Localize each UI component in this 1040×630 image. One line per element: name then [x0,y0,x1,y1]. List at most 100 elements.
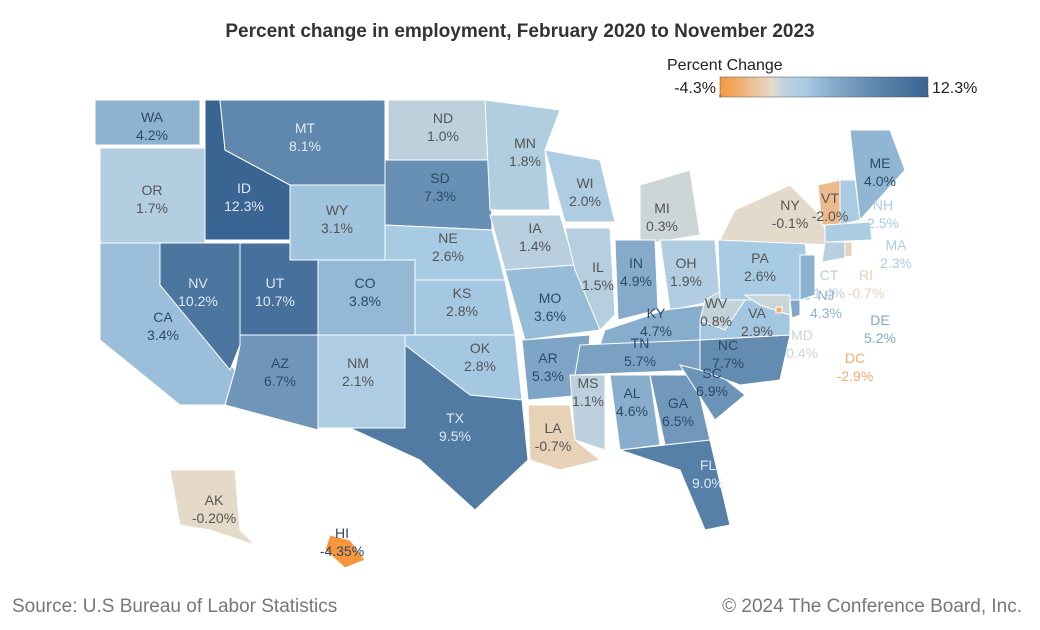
state-value-label: -0.7% [535,438,572,454]
state-value-label: 2.6% [744,268,776,284]
state-value-label: 10.2% [178,293,218,309]
state-value-label: 2.6% [432,248,464,264]
state-name: DE [870,312,889,328]
state-name: SC [702,365,721,381]
state-value-label: 1.4% [813,285,845,301]
state-value-label: 7.3% [424,188,456,204]
state-value-label: -0.20% [192,510,236,526]
source: Source: U.S Bureau of Labor Statistics [12,596,337,617]
state-name: OH [676,255,697,271]
legend-tick-label: -4.3% [674,80,716,97]
state-value-label: 1.8% [509,153,541,169]
state [564,227,616,331]
state [544,149,616,223]
state-name: IL [592,259,604,275]
state-name: VT [821,190,839,206]
legend-title: Percent Change [667,57,783,74]
state-value-label: 6.7% [264,373,296,389]
state-name: WA [141,109,164,125]
state-name: MS [578,375,599,391]
state-name: GA [668,395,689,411]
chart-title: Percent change in employment, February 2… [225,21,814,42]
state-name: LA [544,420,562,436]
state-name: AR [538,350,557,366]
state [94,99,201,146]
state-value-label: 7.7% [712,355,744,371]
state-value-label: 1.0% [427,128,459,144]
state-name: AZ [271,355,289,371]
state-value-label: 2.8% [464,358,496,374]
state-value-label: 1.4% [519,238,551,254]
state-name: CT [820,267,839,283]
state-name: MI [654,200,670,216]
state-value-label: 4.9% [620,273,652,289]
state-value-label: 4.2% [136,127,168,143]
state-value-label: 4.7% [640,323,672,339]
state-value-label: 5.3% [532,368,564,384]
state-name: FL [700,457,717,473]
state [614,239,659,321]
state-value-label: 0.8% [700,313,732,329]
state-name: UT [266,275,285,291]
state-value-label: -2.0% [812,208,849,224]
state [799,254,816,301]
state-name: NV [188,275,208,291]
state-name: MD [791,327,813,343]
state-value-label: -2.9% [837,368,874,384]
state-name: TN [631,335,650,351]
state-value-label: 3.6% [534,308,566,324]
state-value-label: 1.7% [136,200,168,216]
state-name: NM [347,355,369,371]
state-name: WY [326,202,349,218]
state-name: RI [859,267,873,283]
state-value-label: 5.2% [864,330,896,346]
state-value-label: 2.5% [867,215,899,231]
state-name: NH [873,197,893,213]
state-value-label: 2.8% [446,303,478,319]
state-name: OR [142,182,163,198]
state-name: KY [647,305,666,321]
state-name: NJ [817,287,834,303]
state-name: OK [470,340,491,356]
state-name: HI [335,525,349,541]
state-value-label: 9.0% [692,475,724,491]
state-name: SD [430,170,449,186]
state-value-label: 8.1% [289,138,321,154]
state-name: MO [539,290,562,306]
state-value-label: 2.1% [342,373,374,389]
legend-tick-label: 12.3% [932,80,977,97]
state-value-label: 3.4% [147,327,179,343]
state-name: KS [453,285,472,301]
state-value-label: 12.3% [224,198,264,214]
state-name: PA [751,250,769,266]
state-value-label: 4.3% [810,305,842,321]
state-value-label: 0.3% [646,218,678,234]
state-name: MT [295,120,316,136]
state [639,169,701,246]
state-name: CO [355,275,376,291]
state-value-label: 10.7% [255,293,295,309]
legend-gradient [719,76,929,98]
state-name: TX [446,410,465,426]
state-name: AL [623,385,640,401]
state [821,241,846,263]
state-name: NY [780,197,800,213]
state-name: AK [205,492,224,508]
state-name: ME [870,155,891,171]
state [619,439,731,531]
state-name: DC [845,350,865,366]
state-value-label: 1.9% [670,273,702,289]
state-name: MA [886,237,908,253]
state-value-label: 4.0% [864,173,896,189]
state-value-label: -0.7% [848,285,885,301]
state [484,99,561,211]
state-name: VA [748,305,766,321]
states [94,99,906,569]
state-value-label: 4.6% [616,403,648,419]
state [569,374,606,451]
state [844,241,853,258]
state-value-label: -4.35% [320,543,364,559]
state-name: ND [433,110,453,126]
